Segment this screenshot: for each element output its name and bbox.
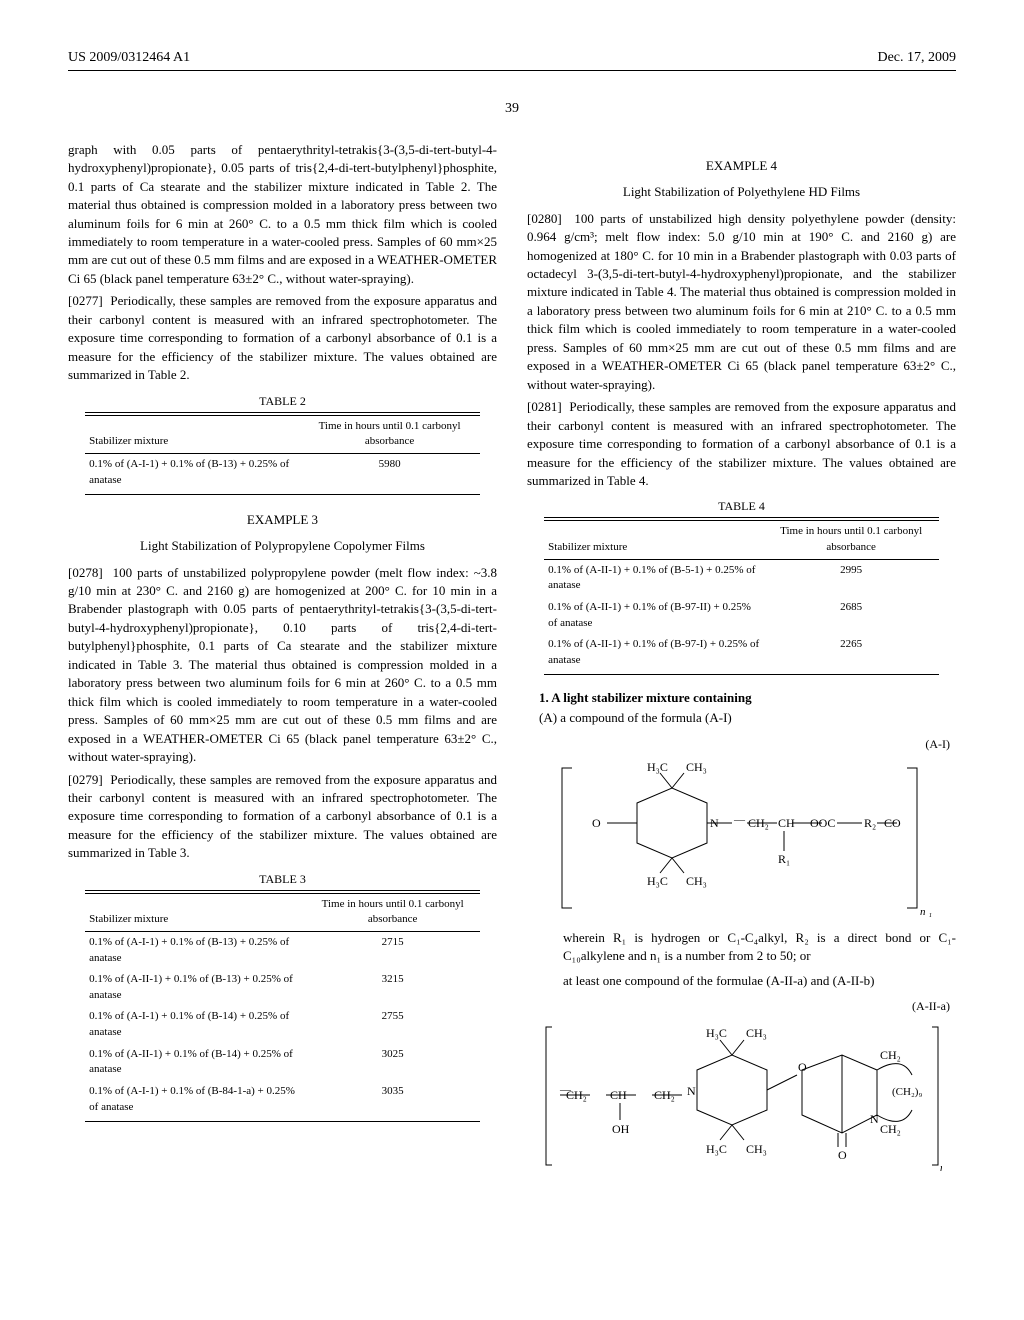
svg-text:R₁: R₁: [778, 852, 790, 866]
left-column: graph with 0.05 parts of pentaerythrityl…: [68, 141, 497, 1175]
svg-text:CH₂: CH₂: [566, 1088, 587, 1102]
table-header: Time in hours until 0.1 carbonyl absorba…: [305, 893, 479, 931]
table-cell: 2685: [763, 597, 938, 634]
right-column: EXAMPLE 4 Light Stabilization of Polyeth…: [527, 141, 956, 1175]
para-text: 100 parts of unstabilized polypropylene …: [68, 565, 497, 765]
svg-text:N: N: [687, 1084, 696, 1098]
svg-text:—: —: [733, 814, 746, 826]
table-header: Stabilizer mixture: [85, 893, 305, 931]
svg-text:n ₂: n ₂: [940, 1162, 942, 1174]
svg-text:H₃C: H₃C: [706, 1026, 727, 1040]
paragraph-0277: [0277] Periodically, these samples are r…: [68, 292, 497, 384]
table-header: Stabilizer mixture: [85, 415, 299, 453]
paragraph-0281: [0281] Periodically, these samples are r…: [527, 398, 956, 490]
chemical-structure-aiia: — CH₂ CH CH₂ OH N H₃C CH₃ H₃C CH₃ O N CH…: [542, 1015, 942, 1175]
svg-text:n ₁: n ₁: [920, 906, 932, 918]
table-cell: 2715: [305, 932, 479, 970]
formula-label: (A-I): [527, 736, 950, 753]
svg-text:H₃C: H₃C: [647, 760, 668, 774]
data-table: Stabilizer mixture Time in hours until 0…: [544, 517, 939, 674]
claim-atleast: at least one compound of the formulae (A…: [563, 972, 956, 990]
para-number: [0279]: [68, 772, 103, 787]
table-cell: 0.1% of (A-II-1) + 0.1% of (B-13) + 0.25…: [85, 969, 305, 1006]
para-number: [0278]: [68, 565, 103, 580]
header-left: US 2009/0312464 A1: [68, 48, 190, 68]
table-4: TABLE 4 Stabilizer mixture Time in hours…: [544, 498, 939, 674]
table-3: TABLE 3 Stabilizer mixture Time in hours…: [85, 871, 480, 1122]
claim-1-sub: (A) a compound of the formula (A-I): [539, 709, 956, 727]
table-2: TABLE 2 Stabilizer mixture Time in hours…: [85, 393, 480, 495]
table-cell: 0.1% of (A-I-1) + 0.1% of (B-84-1-a) + 0…: [85, 1081, 305, 1118]
svg-text:CH: CH: [778, 816, 795, 830]
svg-text:O: O: [798, 1060, 807, 1074]
svg-text:H₃C: H₃C: [647, 874, 668, 888]
paragraph-0280: [0280] 100 parts of unstabilized high de…: [527, 210, 956, 395]
table-caption: TABLE 4: [544, 498, 939, 515]
table-caption: TABLE 2: [85, 393, 480, 410]
claim-1: 1. A light stabilizer mixture containing: [539, 689, 956, 707]
svg-text:CH₂: CH₂: [748, 816, 769, 830]
page-header: US 2009/0312464 A1 Dec. 17, 2009: [68, 48, 956, 71]
table-caption: TABLE 3: [85, 871, 480, 888]
para-number: [0277]: [68, 293, 103, 308]
table-cell: 0.1% of (A-I-1) + 0.1% of (B-13) + 0.25%…: [85, 453, 299, 491]
paragraph-body: graph with 0.05 parts of pentaerythrityl…: [68, 141, 497, 289]
table-cell: 2755: [305, 1006, 479, 1043]
svg-text:CH₂: CH₂: [654, 1088, 675, 1102]
table-cell: 0.1% of (A-II-1) + 0.1% of (B-97-II) + 0…: [544, 597, 763, 634]
table-header: Time in hours until 0.1 carbonyl absorba…: [763, 521, 938, 559]
example-heading: EXAMPLE 4: [527, 157, 956, 175]
example-heading: EXAMPLE 3: [68, 511, 497, 529]
example-subheading: Light Stabilization of Polypropylene Cop…: [68, 537, 497, 555]
table-cell: 5980: [299, 453, 480, 491]
table-header: Time in hours until 0.1 carbonyl absorba…: [299, 415, 480, 453]
svg-text:CH₃: CH₃: [746, 1142, 767, 1156]
header-right: Dec. 17, 2009: [877, 48, 956, 68]
svg-text:CH₃: CH₃: [746, 1026, 767, 1040]
svg-text:CH₃: CH₃: [686, 874, 707, 888]
para-text: Periodically, these samples are removed …: [527, 399, 956, 488]
svg-text:O: O: [592, 816, 601, 830]
table-cell: 3025: [305, 1044, 479, 1081]
para-number: [0281]: [527, 399, 562, 414]
paragraph-0278: [0278] 100 parts of unstabilized polypro…: [68, 564, 497, 767]
svg-text:N: N: [870, 1112, 879, 1126]
para-text: 100 parts of unstabilized high density p…: [527, 211, 956, 392]
table-cell: 3215: [305, 969, 479, 1006]
table-header: Stabilizer mixture: [544, 521, 763, 559]
svg-text:R₂: R₂: [864, 816, 876, 830]
table-cell: 0.1% of (A-I-1) + 0.1% of (B-13) + 0.25%…: [85, 932, 305, 970]
para-text: Periodically, these samples are removed …: [68, 293, 497, 382]
para-text: Periodically, these samples are removed …: [68, 772, 497, 861]
svg-text:OOC: OOC: [810, 816, 835, 830]
table-cell: 0.1% of (A-II-1) + 0.1% of (B-97-I) + 0.…: [544, 634, 763, 671]
claim-wherein: wherein R₁ is hydrogen or C₁-C₄alkyl, R₂…: [563, 929, 956, 966]
para-number: [0280]: [527, 211, 562, 226]
page-number: 39: [68, 99, 956, 119]
table-cell: 3035: [305, 1081, 479, 1118]
table-cell: 2995: [763, 559, 938, 597]
formula-label: (A-II-a): [527, 998, 950, 1015]
table-cell: 0.1% of (A-II-1) + 0.1% of (B-14) + 0.25…: [85, 1044, 305, 1081]
chemical-structure-ai: O H₃C CH₃ H₃C CH₃ N — CH₂ CH OOC R₂ CO R…: [552, 753, 932, 923]
svg-text:CH₂: CH₂: [880, 1122, 901, 1136]
table-cell: 0.1% of (A-I-1) + 0.1% of (B-14) + 0.25%…: [85, 1006, 305, 1043]
svg-text:CO: CO: [884, 816, 901, 830]
example-subheading: Light Stabilization of Polyethylene HD F…: [527, 183, 956, 201]
data-table: Stabilizer mixture Time in hours until 0…: [85, 412, 480, 495]
svg-text:OH: OH: [612, 1122, 630, 1136]
table-cell: 0.1% of (A-II-1) + 0.1% of (B-5-1) + 0.2…: [544, 559, 763, 597]
svg-text:N: N: [710, 816, 719, 830]
svg-text:O: O: [838, 1148, 847, 1162]
svg-text:CH₃: CH₃: [686, 760, 707, 774]
svg-text:(CH₂)₉: (CH₂)₉: [892, 1086, 922, 1098]
table-cell: 2265: [763, 634, 938, 671]
svg-text:CH₂: CH₂: [880, 1048, 901, 1062]
paragraph-0279: [0279] Periodically, these samples are r…: [68, 771, 497, 863]
svg-text:CH: CH: [610, 1088, 627, 1102]
two-column-layout: graph with 0.05 parts of pentaerythrityl…: [68, 141, 956, 1175]
svg-text:H₃C: H₃C: [706, 1142, 727, 1156]
data-table: Stabilizer mixture Time in hours until 0…: [85, 890, 480, 1122]
claim-number: 1. A light stabilizer mixture containing: [539, 690, 752, 705]
